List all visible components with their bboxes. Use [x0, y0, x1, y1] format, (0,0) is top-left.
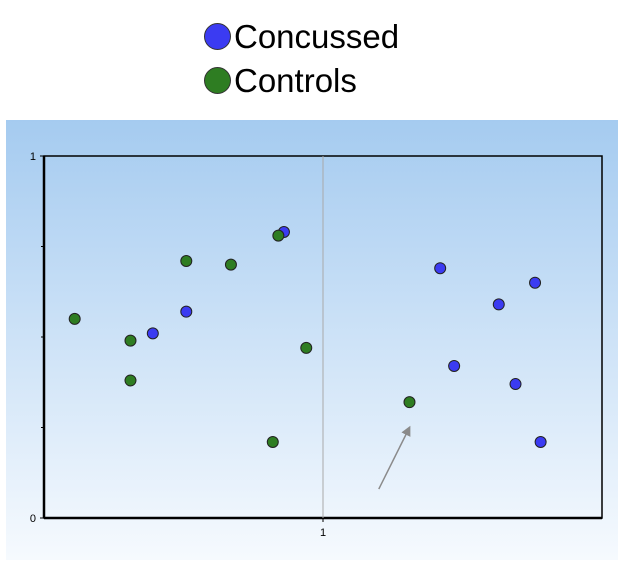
- legend: Concussed Controls: [204, 14, 464, 102]
- annotation-arrow-0: [378, 425, 411, 490]
- point-concussed-4: [492, 298, 505, 311]
- chart-svg: 0 1 1: [6, 120, 618, 560]
- point-controls-4: [124, 334, 137, 347]
- point-concussed-1: [180, 305, 193, 318]
- x-tick-label-0: 1: [320, 527, 326, 539]
- point-controls-1: [180, 254, 193, 267]
- legend-marker-concussed: [204, 22, 231, 50]
- y-tick-label-1: 1: [30, 151, 36, 163]
- point-controls-6: [124, 374, 137, 387]
- point-controls-7: [266, 435, 279, 448]
- point-concussed-5: [529, 276, 542, 289]
- point-controls-2: [224, 258, 237, 271]
- point-controls-0: [272, 229, 285, 242]
- point-controls-5: [300, 341, 313, 354]
- point-concussed-2: [146, 327, 159, 340]
- legend-label-controls: Controls: [234, 61, 357, 99]
- legend-label-concussed: Concussed: [234, 17, 400, 55]
- legend-item-controls: Controls: [204, 58, 464, 102]
- point-concussed-8: [534, 435, 547, 448]
- point-concussed-3: [434, 262, 447, 275]
- y-tick-label-0: 0: [30, 513, 36, 525]
- point-controls-3: [68, 312, 81, 325]
- legend-marker-controls: [204, 66, 231, 94]
- scatter-chart: 0 1 1: [6, 120, 618, 560]
- point-controls-8: [403, 396, 416, 409]
- point-concussed-7: [509, 378, 522, 391]
- point-concussed-6: [448, 359, 461, 372]
- legend-item-concussed: Concussed: [204, 14, 464, 58]
- chart-background: [6, 120, 618, 560]
